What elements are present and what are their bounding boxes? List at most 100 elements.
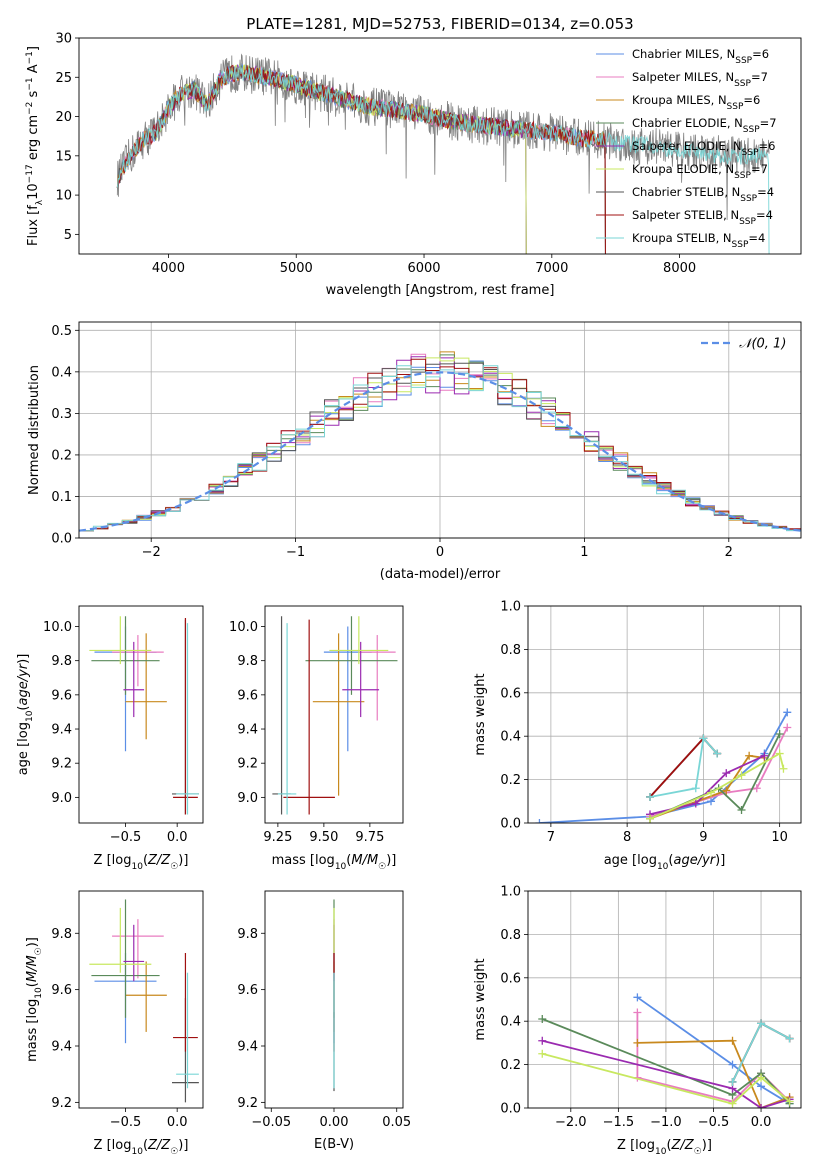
y-tick-label: 9.6 xyxy=(51,983,72,998)
label-part: 10 xyxy=(657,862,669,872)
weight-line xyxy=(649,754,765,820)
y-tick-label: 0.6 xyxy=(500,971,521,986)
label-part: 10 xyxy=(655,1147,667,1157)
x-axis-label: age [log10(age/yr)] xyxy=(604,853,726,872)
axes-frame xyxy=(78,37,802,255)
x-tick-label: 6000 xyxy=(407,261,440,276)
label-part: ( xyxy=(346,853,351,868)
label-part: Salpeter STELIB, N xyxy=(632,208,739,222)
label-part: SSP xyxy=(732,240,749,250)
histogram-step xyxy=(79,365,801,532)
label-part: A xyxy=(26,64,41,77)
weight-marker xyxy=(760,751,769,760)
x-axis-label: Z [log10(Z/Z☉)] xyxy=(94,1138,189,1157)
label-part: ( xyxy=(666,1138,671,1153)
weight-marker xyxy=(538,1015,547,1024)
weight-marker xyxy=(775,749,784,758)
x-tick-label: 5000 xyxy=(280,261,313,276)
y-tick-label: 0.2 xyxy=(51,448,72,463)
weight-marker xyxy=(646,792,655,801)
weight-line xyxy=(649,727,789,818)
label-part: 10 xyxy=(335,862,347,872)
weight-marker xyxy=(728,1099,737,1108)
mass-vs-ebv-panel: −0.05 0.00 0.05 9.2 9.4 9.6 9.8 E(B-V) xyxy=(237,890,411,1152)
weight-marker xyxy=(538,1049,547,1058)
y-tick-label: 9.8 xyxy=(51,654,72,669)
weight-line xyxy=(637,1039,790,1108)
y-tick-label: 10.0 xyxy=(43,620,72,635)
label-part: ( xyxy=(668,853,673,868)
label-part: Salpeter ELODIE, N xyxy=(632,139,742,153)
y-axis-label: Flux [fλ10−17 erg cm−2 s−1 A−1] xyxy=(25,46,45,246)
label-part: SSP xyxy=(743,125,760,135)
axes-frame xyxy=(527,605,802,824)
label-part: Chabrier ELODIE, N xyxy=(632,116,743,130)
y-tick-label: 0.4 xyxy=(500,1015,521,1030)
y-tick-label: 0.2 xyxy=(500,1058,521,1073)
x-tick-label: 9.50 xyxy=(309,830,338,845)
label-part: )] xyxy=(386,853,396,868)
y-tick-label: 10 xyxy=(55,189,72,204)
label-part: ( xyxy=(143,1138,148,1153)
label-part: =6 xyxy=(759,139,776,153)
y-tick-label: 9.6 xyxy=(237,983,258,998)
normal-curve xyxy=(79,371,801,532)
weight-line xyxy=(542,1052,791,1105)
y-tick-label: 0.3 xyxy=(51,407,72,422)
legend-label: Chabrier MILES, NSSP=6 xyxy=(632,47,769,66)
label-part: −1 xyxy=(25,77,35,90)
label-part: ( xyxy=(143,853,148,868)
label-part: λ xyxy=(35,199,45,205)
x-tick-label: 0.0 xyxy=(167,830,188,845)
x-tick-label: −0.5 xyxy=(110,1115,142,1130)
legend-label: Chabrier ELODIE, NSSP=7 xyxy=(632,116,777,135)
y-axis-label: mass [log10(M/M☉)] xyxy=(25,937,44,1062)
y-tick-label: 0.4 xyxy=(500,730,521,745)
x-axis-label: (data-model)/error xyxy=(380,567,501,582)
y-tick-label: 0.6 xyxy=(500,686,521,701)
label-part: ] xyxy=(26,46,41,51)
y-tick-label: 0.4 xyxy=(51,365,72,380)
x-axis-label: mass [log10(M/M☉)] xyxy=(272,853,397,872)
label-part: Z/Z xyxy=(147,853,171,868)
label-part: =7 xyxy=(751,70,768,84)
y-tick-label: 9.2 xyxy=(237,757,258,772)
residuals-panel: −2 −1 0 1 2 0.0 0.1 0.2 0.3 0.4 0.5 𝒩(0, 1) (data-mo… xyxy=(27,321,802,582)
axes-frame xyxy=(78,890,204,1109)
y-tick-label: 9.4 xyxy=(51,723,72,738)
label-part: M/M xyxy=(351,853,378,868)
model-spectrum xyxy=(116,64,606,254)
x-tick-label: −1.0 xyxy=(650,1115,682,1130)
weight-marker xyxy=(737,805,746,814)
label-part: SSP xyxy=(742,148,759,158)
label-part: SSP xyxy=(739,217,756,227)
x-axis-label: wavelength [Angstrom, rest frame] xyxy=(326,283,555,298)
weight-line xyxy=(542,1039,790,1108)
x-axis-label: Z [log10(Z/Z☉)] xyxy=(94,853,189,872)
y-tick-label: 25 xyxy=(55,71,72,86)
weight-marker xyxy=(633,1038,642,1047)
label-part: SSP xyxy=(735,56,752,66)
label-part: erg cm xyxy=(26,115,41,164)
legend-label: Kroupa ELODIE, NSSP=7 xyxy=(632,162,768,181)
x-tick-label: 7000 xyxy=(535,261,568,276)
weight-marker xyxy=(785,1097,794,1106)
label-part: Z/Z xyxy=(147,1138,171,1153)
y-tick-label: 1.0 xyxy=(500,600,521,615)
label-part: 10 xyxy=(131,1147,143,1157)
weight-marker xyxy=(757,1082,766,1091)
spectrum-panel: 4000 5000 6000 7000 8000 5 10 15 20 25 30 Chabrier … xyxy=(25,32,802,298)
y-tick-label: 1.0 xyxy=(500,885,521,900)
label-part: ( xyxy=(16,706,31,711)
y-axis-label: Normed distribution xyxy=(27,365,42,495)
label-part: age/yr xyxy=(16,662,31,705)
label-part: age [log xyxy=(16,722,31,775)
weight-vs-metallicity-panel: −2.0 −1.5 −1.0 −0.5 0.0 0.0 0.2 0.4 0.6 0.8 1.0 Z [… xyxy=(473,885,802,1157)
label-part: Z/Z xyxy=(671,1138,695,1153)
plot-area xyxy=(79,351,801,532)
weight-marker xyxy=(745,751,754,760)
label-part: Chabrier MILES, N xyxy=(632,47,735,61)
y-tick-label: 20 xyxy=(55,110,72,125)
label-part: Chabrier STELIB, N xyxy=(632,185,740,199)
